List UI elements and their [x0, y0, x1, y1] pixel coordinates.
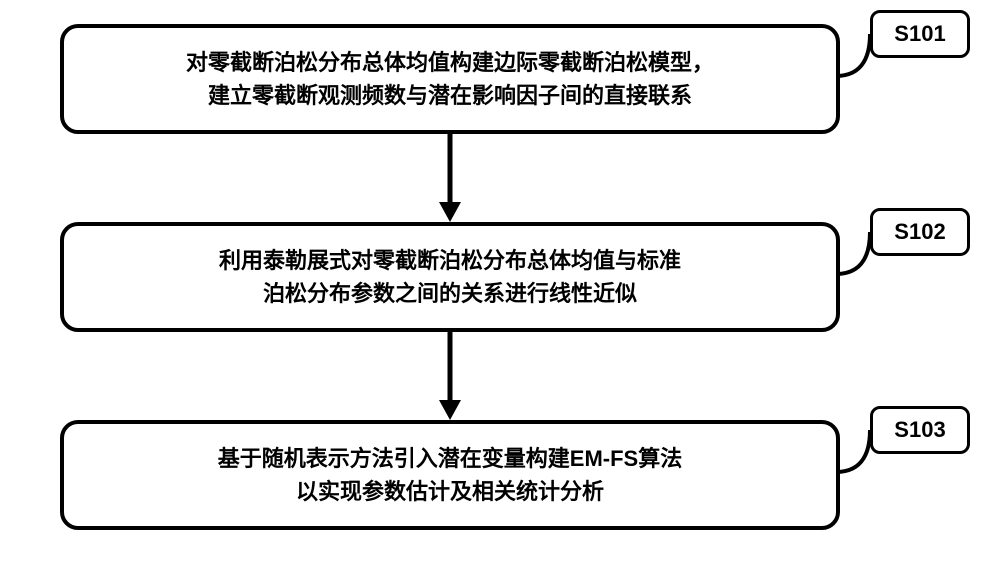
step-text-line: 基于随机表示方法引入潜在变量构建EM-FS算法: [218, 442, 682, 475]
flowchart-canvas: 对零截断泊松分布总体均值构建边际零截断泊松模型，建立零截断观测频数与潜在影响因子…: [0, 0, 1000, 573]
step-text-line: 以实现参数估计及相关统计分析: [218, 475, 682, 508]
arrow-down-1: [434, 332, 466, 420]
step-box-s101: 对零截断泊松分布总体均值构建边际零截断泊松模型，建立零截断观测频数与潜在影响因子…: [60, 24, 840, 134]
step-text-line: 泊松分布参数之间的关系进行线性近似: [219, 277, 681, 310]
step-label-text: S101: [894, 21, 945, 47]
step-label-text: S103: [894, 417, 945, 443]
step-text: 基于随机表示方法引入潜在变量构建EM-FS算法以实现参数估计及相关统计分析: [218, 442, 682, 508]
step-text: 对零截断泊松分布总体均值构建边际零截断泊松模型，建立零截断观测频数与潜在影响因子…: [186, 46, 714, 112]
step-label-s103: S103: [870, 406, 970, 454]
step-label-s101: S101: [870, 10, 970, 58]
arrow-down-0: [434, 134, 466, 222]
step-text-line: 对零截断泊松分布总体均值构建边际零截断泊松模型，: [186, 46, 714, 79]
step-label-text: S102: [894, 219, 945, 245]
step-text-line: 建立零截断观测频数与潜在影响因子间的直接联系: [186, 79, 714, 112]
step-text-line: 利用泰勒展式对零截断泊松分布总体均值与标准: [219, 244, 681, 277]
step-label-s102: S102: [870, 208, 970, 256]
step-text: 利用泰勒展式对零截断泊松分布总体均值与标准泊松分布参数之间的关系进行线性近似: [219, 244, 681, 310]
step-box-s103: 基于随机表示方法引入潜在变量构建EM-FS算法以实现参数估计及相关统计分析: [60, 420, 840, 530]
step-box-s102: 利用泰勒展式对零截断泊松分布总体均值与标准泊松分布参数之间的关系进行线性近似: [60, 222, 840, 332]
